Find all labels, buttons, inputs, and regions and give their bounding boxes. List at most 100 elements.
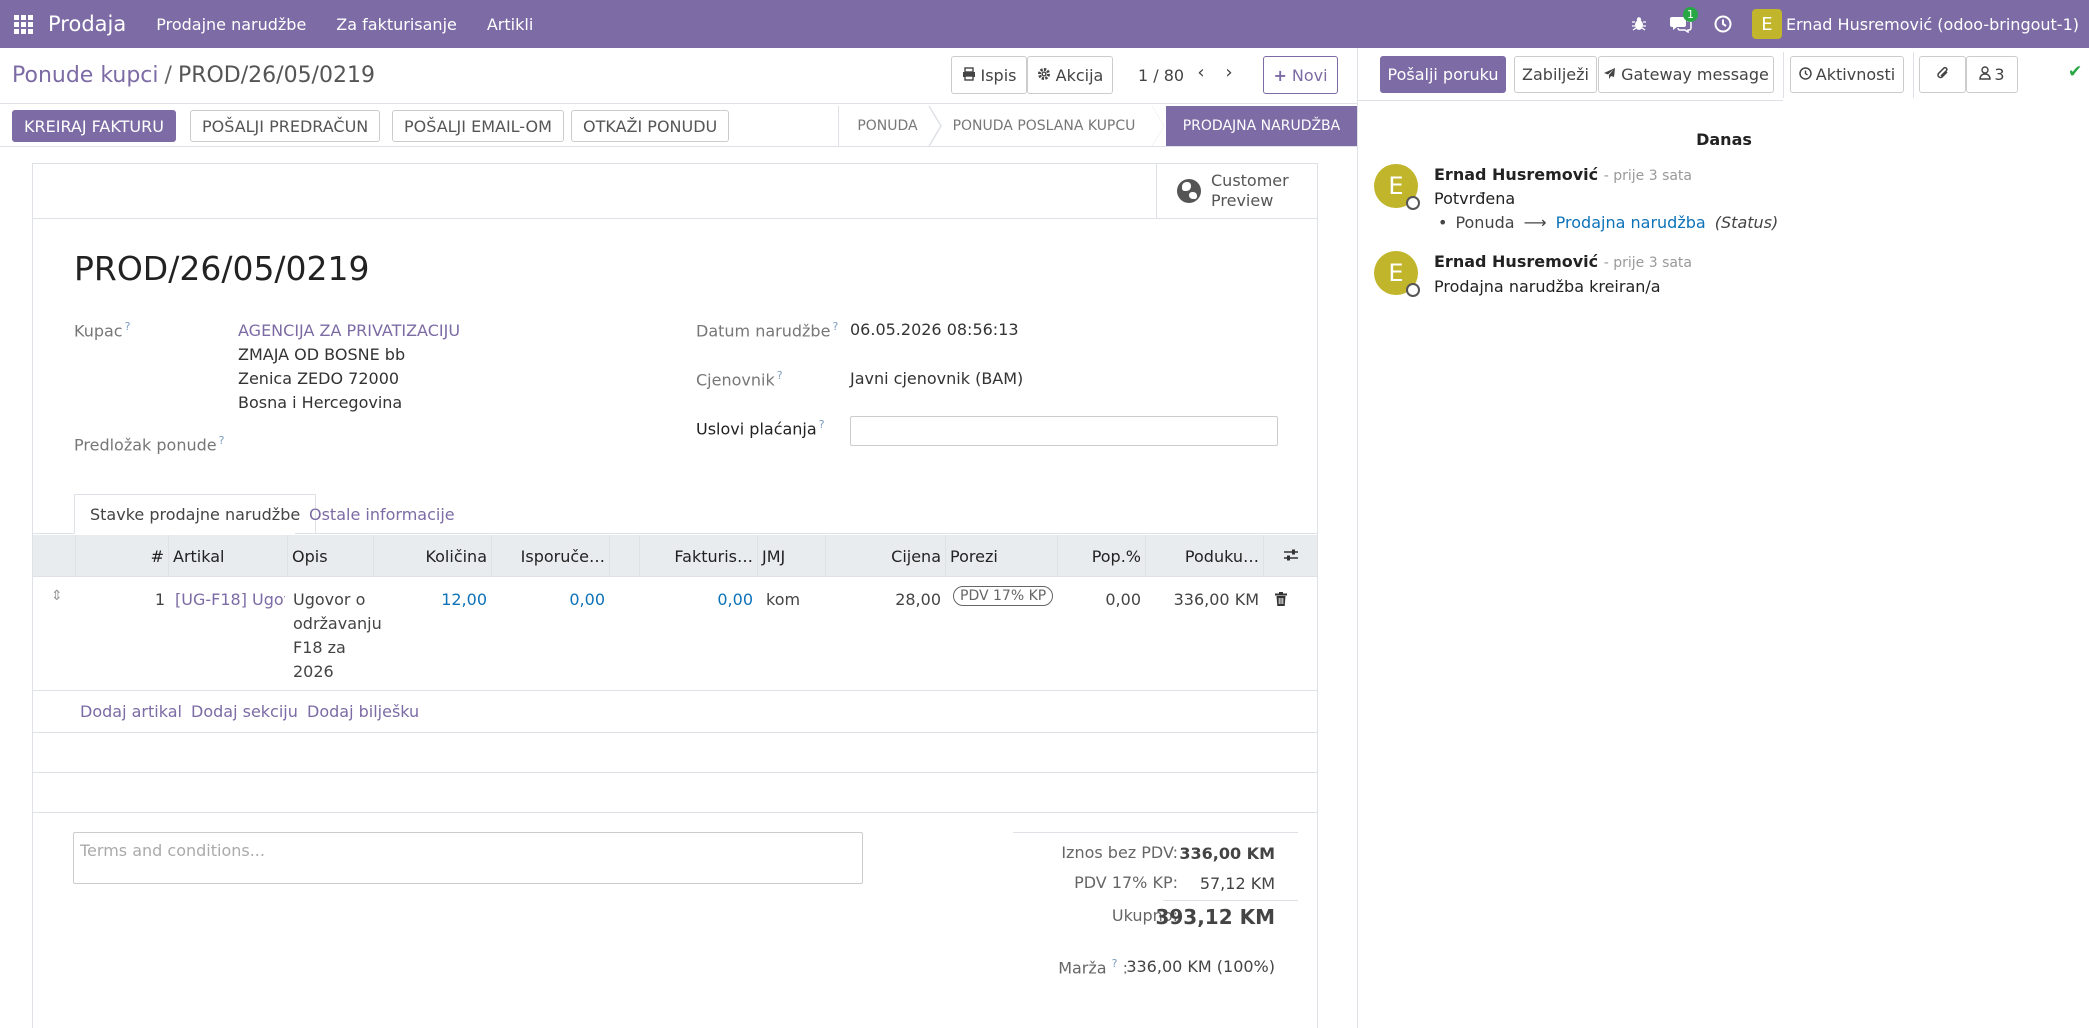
quote-template-label: Predložak ponude? (74, 434, 225, 455)
drag-handle-icon[interactable]: ⇕ (51, 588, 63, 604)
stage-quotation-sent[interactable]: PONUDA POSLANA KUPCU (952, 118, 1136, 134)
empty-row (33, 733, 1317, 773)
pricelist-field[interactable]: Javni cjenovnik (BAM) (850, 369, 1024, 388)
add-section-link[interactable]: Dodaj sekciju (191, 702, 298, 721)
breadcrumb-parent[interactable]: Ponude kupci (12, 63, 159, 88)
form-sheet: Customer Preview PROD/26/05/0219 Kupac? … (32, 163, 1318, 1028)
menu-sales-orders[interactable]: Prodajne narudžbe (156, 14, 307, 34)
payment-terms-label: Uslovi plaćanja? (696, 418, 825, 439)
help-icon: ? (124, 320, 131, 333)
message-body: Prodajna narudžba kreiran/a (1434, 277, 1661, 296)
gear-icon (1037, 66, 1051, 85)
chatter: Pošalji poruku Zabilježi Gateway message… (1357, 48, 2089, 1028)
line-delivered[interactable]: 0,00 (569, 590, 605, 609)
user-avatar[interactable]: E (1751, 9, 1782, 39)
pager-previous-button[interactable]: ‹ (1188, 58, 1214, 86)
attachments-button[interactable] (1919, 56, 1966, 93)
activities-button[interactable]: Aktivnosti (1790, 56, 1904, 93)
user-menu[interactable]: Ernad Husremović (odoo-bringout-1) (1785, 14, 2079, 34)
cancel-quote-button[interactable]: OTKAŽI PONUDU (571, 110, 730, 142)
add-note-link[interactable]: Dodaj bilješku (307, 702, 420, 721)
print-button[interactable]: Ispis (951, 56, 1027, 94)
print-label: Ispis (980, 65, 1017, 85)
app-brand[interactable]: Prodaja (48, 12, 127, 36)
col-invoiced[interactable]: Fakturis… (639, 535, 757, 577)
send-email-button[interactable]: POŠALJI EMAIL-OM (392, 110, 564, 142)
customer-preview-button[interactable]: Customer Preview (1156, 164, 1317, 218)
table-row[interactable]: ⇕ 1 [UG-F18] Ugovo Ugovor o održavanju F… (33, 578, 1317, 691)
total-amount: 393,12 KM (1155, 905, 1275, 929)
log-note-button[interactable]: Zabilježi (1514, 56, 1597, 93)
line-uom[interactable]: kom (766, 590, 801, 609)
col-subtotal[interactable]: Poduku… (1145, 535, 1263, 577)
send-message-button[interactable]: Pošalji poruku (1380, 56, 1506, 93)
help-icon: ? (218, 434, 225, 447)
presence-icon (1406, 196, 1420, 210)
menu-to-invoice[interactable]: Za fakturisanje (336, 14, 457, 34)
tracking-value: • Ponuda ⟶ Prodajna narudžba (Status) (1438, 213, 1779, 232)
line-price[interactable]: 28,00 (895, 590, 941, 609)
followers-button[interactable]: 3 (1966, 56, 2018, 93)
add-product-link[interactable]: Dodaj artikal (80, 702, 182, 721)
col-price[interactable]: Cijena (825, 535, 945, 577)
col-discount[interactable]: Pop.% (1057, 535, 1145, 577)
col-number: # (75, 535, 168, 577)
line-discount[interactable]: 0,00 (1105, 590, 1141, 609)
col-uom[interactable]: JMJ (757, 535, 825, 577)
col-quantity[interactable]: Količina (373, 535, 491, 577)
check-icon[interactable]: ✔ (2068, 62, 2083, 82)
tab-order-lines[interactable]: Stavke prodajne narudžbe (74, 494, 317, 534)
line-tax-badge[interactable]: PDV 17% KP (953, 586, 1054, 606)
total-label: Ukupno: (1111, 906, 1178, 925)
send-proforma-button[interactable]: POŠALJI PREDRAČUN (190, 110, 381, 142)
add-line-row: Dodaj artikal Dodaj sekciju Dodaj bilješ… (33, 692, 1317, 733)
col-delivered[interactable]: Isporuče… (491, 535, 609, 577)
message-author[interactable]: Ernad Husremović - prije 3 sata (1434, 165, 1693, 184)
terms-input[interactable]: Terms and conditions... (73, 832, 863, 884)
stage-quotation[interactable]: PONUDA (838, 106, 936, 146)
customer-label: Kupac? (74, 320, 131, 341)
col-taxes[interactable]: Porezi (945, 535, 1057, 577)
customer-preview-label: Customer Preview (1211, 171, 1289, 210)
gateway-message-button[interactable]: Gateway message (1598, 56, 1774, 93)
menu-products[interactable]: Artikli (486, 14, 534, 34)
apps-menu-icon[interactable] (0, 0, 46, 48)
chatter-divider (1783, 52, 1784, 98)
message-author[interactable]: Ernad Husremović - prije 3 sata (1434, 252, 1693, 271)
activity-clock-icon[interactable] (1702, 0, 1744, 48)
col-description[interactable]: Opis (287, 535, 373, 577)
tax-label: PDV 17% KP: (1074, 873, 1178, 892)
avatar[interactable]: E (1374, 251, 1420, 297)
line-invoiced[interactable]: 0,00 (717, 590, 753, 609)
globe-icon (1177, 179, 1201, 203)
trash-icon[interactable] (1275, 589, 1287, 613)
customer-address-line: Zenica ZEDO 72000 (238, 369, 400, 388)
order-date-label: Datum narudžbe? (696, 320, 839, 341)
chatter-divider (1358, 100, 1783, 101)
line-quantity[interactable]: 12,00 (441, 590, 487, 609)
debug-bug-icon[interactable] (1618, 0, 1660, 48)
customer-field[interactable]: AGENCIJA ZA PRIVATIZACIJU (238, 321, 461, 340)
order-date-field[interactable]: 06.05.2026 08:56:13 (850, 320, 1019, 339)
create-invoice-button[interactable]: KREIRAJ FAKTURU (12, 110, 176, 142)
tracking-new: Prodajna narudžba (1555, 213, 1706, 232)
tab-other-info[interactable]: Ostale informacije (309, 504, 455, 524)
payment-terms-input[interactable] (850, 416, 1278, 446)
line-product[interactable]: [UG-F18] Ugovo (175, 590, 285, 609)
gateway-message-label: Gateway message (1621, 65, 1769, 84)
messages-icon[interactable]: 1 (1660, 0, 1702, 48)
button-box: Customer Preview (33, 164, 1317, 219)
line-description[interactable]: Ugovor o održavanju F18 za 2026 (293, 590, 382, 681)
activities-label: Aktivnosti (1815, 65, 1896, 84)
tracking-old: Ponuda (1455, 213, 1515, 232)
col-product[interactable]: Artikal (168, 535, 287, 577)
avatar[interactable]: E (1374, 164, 1420, 210)
new-button[interactable]: + Novi (1263, 56, 1338, 94)
breadcrumb-current: PROD/26/05/0219 (177, 63, 375, 88)
action-button[interactable]: Akcija (1027, 56, 1113, 94)
customer-address-line: Bosna i Hercegovina (238, 393, 403, 412)
help-icon: ? (832, 320, 839, 333)
pager-value[interactable]: 1 / 80 (1138, 66, 1185, 85)
pager-next-button[interactable]: › (1216, 58, 1242, 86)
optional-columns-toggle[interactable] (1263, 535, 1317, 577)
